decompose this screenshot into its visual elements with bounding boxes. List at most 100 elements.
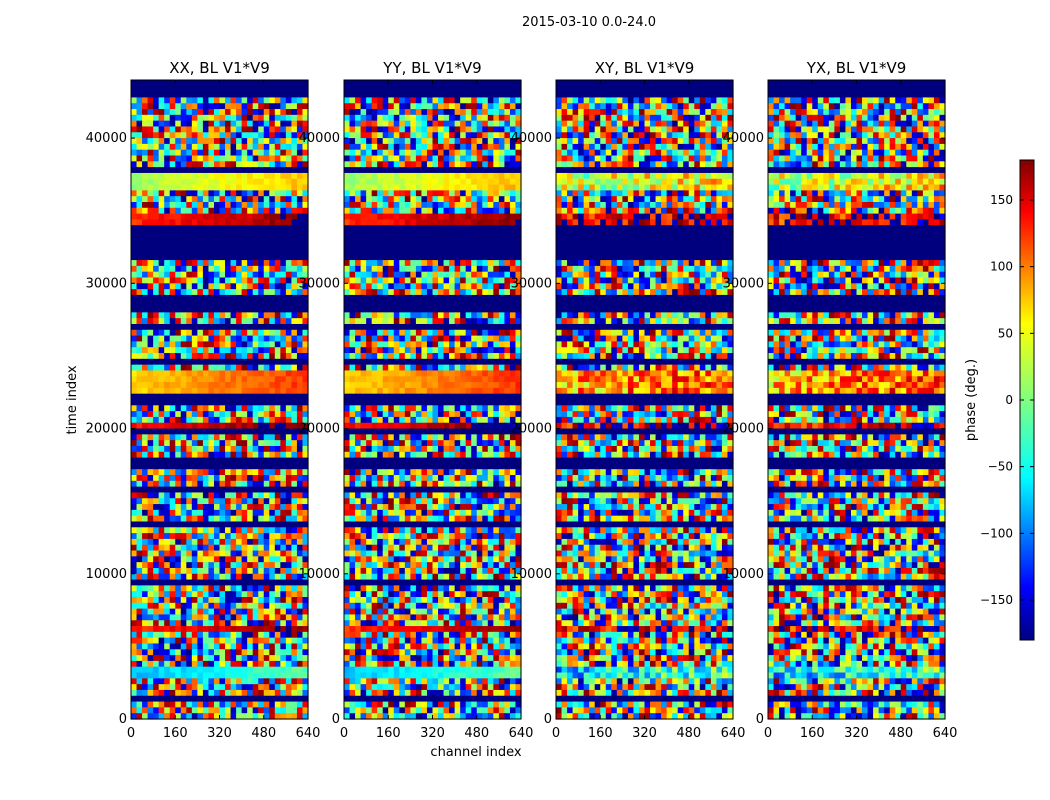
heatmap-cell [382, 114, 389, 122]
heatmap-cell [449, 260, 456, 267]
heatmap-cell [136, 120, 143, 128]
heatmap-cell [164, 591, 171, 598]
heatmap-cell [382, 306, 389, 313]
heatmap-cell [285, 126, 293, 133]
heatmap-cell [274, 689, 281, 697]
heatmap-cell [241, 544, 248, 552]
heatmap-cell [213, 405, 221, 412]
heatmap-cell [191, 393, 198, 401]
heatmap-cell [197, 626, 204, 633]
heatmap-cell [274, 695, 281, 703]
heatmap-cell [169, 265, 176, 273]
heatmap-cell [136, 655, 143, 662]
heatmap-cell [269, 492, 276, 499]
heatmap-cell [202, 91, 210, 99]
heatmap-cell [274, 655, 281, 662]
heatmap-cell [263, 190, 270, 197]
heatmap-cell [202, 109, 210, 116]
heatmap-cell [443, 329, 450, 337]
heatmap-cell [344, 306, 351, 313]
heatmap-cell [482, 109, 489, 116]
heatmap-cell [280, 213, 287, 221]
heatmap-cell [147, 689, 154, 697]
heatmap-cell [186, 242, 193, 250]
heatmap-cell [241, 347, 248, 354]
heatmap-cell [219, 103, 226, 110]
heatmap-cell [388, 143, 395, 151]
heatmap-cell [142, 387, 149, 395]
heatmap-cell [136, 509, 143, 517]
heatmap-cell [504, 97, 511, 104]
heatmap-cell [274, 649, 281, 656]
heatmap-cell [175, 480, 182, 488]
heatmap-cell [509, 213, 517, 221]
heatmap-cell [360, 335, 367, 343]
heatmap-cell [366, 184, 373, 191]
heatmap-cell [236, 201, 243, 209]
heatmap-cell [225, 655, 232, 662]
heatmap-cell [230, 114, 237, 122]
heatmap-cell [225, 370, 232, 377]
heatmap-cell [202, 138, 210, 145]
heatmap-cell [366, 231, 373, 238]
heatmap-cell [371, 312, 378, 319]
heatmap-cell [213, 143, 221, 151]
heatmap-cell [169, 370, 176, 377]
heatmap-cell [236, 370, 243, 377]
heatmap-cell [213, 504, 221, 511]
heatmap-cell [432, 306, 439, 313]
heatmap-cell [186, 97, 193, 104]
heatmap-cell [131, 207, 138, 215]
heatmap-cell [169, 562, 176, 569]
heatmap-cell [213, 172, 221, 180]
heatmap-cell [460, 196, 467, 203]
heatmap-cell [186, 120, 193, 128]
heatmap-cell [219, 515, 226, 523]
heatmap-cell [252, 271, 259, 279]
heatmap-cell [241, 109, 248, 116]
heatmap-cell [169, 620, 176, 627]
heatmap-cell [493, 126, 500, 133]
heatmap-cell [426, 207, 434, 215]
heatmap-cell [219, 416, 226, 424]
heatmap-cell [241, 114, 248, 122]
heatmap-cell [186, 515, 193, 523]
heatmap-cell [349, 161, 356, 168]
heatmap-cell [291, 236, 298, 244]
heatmap-cell [493, 277, 500, 284]
heatmap-cell [432, 155, 439, 162]
heatmap-cell [197, 393, 204, 401]
heatmap-cell [498, 172, 506, 180]
heatmap-cell [280, 672, 287, 679]
heatmap-cell [263, 300, 270, 308]
heatmap-cell [263, 364, 270, 372]
heatmap-cell [197, 585, 204, 592]
heatmap-cell [147, 399, 154, 406]
heatmap-cell [230, 498, 237, 505]
heatmap-cell [388, 323, 395, 331]
heatmap-cell [164, 283, 171, 290]
heatmap-cell [449, 248, 456, 255]
heatmap-cell [202, 637, 210, 645]
heatmap-cell [269, 515, 276, 523]
heatmap-cell [169, 434, 176, 441]
heatmap-cell [465, 85, 472, 93]
heatmap-cell [291, 393, 298, 401]
heatmap-cell [180, 353, 187, 360]
heatmap-cell [219, 405, 226, 412]
heatmap-cell [410, 172, 417, 180]
heatmap-cell [191, 114, 198, 122]
heatmap-cell [504, 167, 511, 174]
heatmap-cell [191, 713, 198, 720]
heatmap-cell [153, 358, 160, 366]
heatmap-cell [136, 620, 143, 627]
heatmap-cell [142, 451, 149, 459]
heatmap-cell [230, 190, 237, 197]
heatmap-cell [225, 265, 232, 273]
heatmap-cell [147, 283, 154, 290]
heatmap-cell [142, 550, 149, 557]
heatmap-cell [410, 143, 417, 151]
heatmap-cell [153, 573, 160, 581]
heatmap-cell [247, 684, 254, 691]
heatmap-cell [247, 283, 254, 290]
